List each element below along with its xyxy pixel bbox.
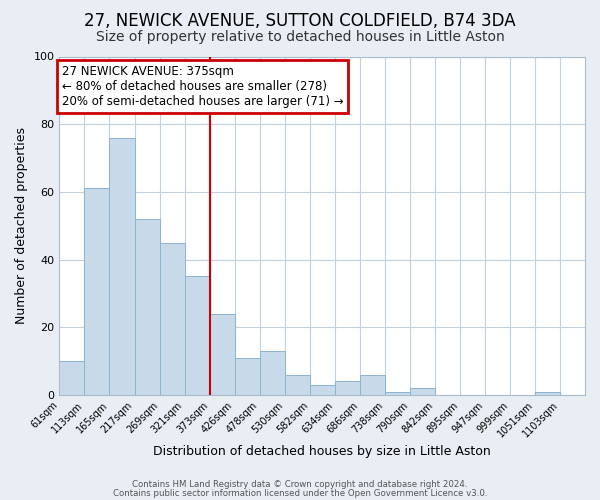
- Text: 27, NEWICK AVENUE, SUTTON COLDFIELD, B74 3DA: 27, NEWICK AVENUE, SUTTON COLDFIELD, B74…: [84, 12, 516, 30]
- Text: Size of property relative to detached houses in Little Aston: Size of property relative to detached ho…: [95, 30, 505, 44]
- Bar: [109, 138, 134, 395]
- Bar: [360, 374, 385, 395]
- Bar: [59, 361, 85, 395]
- Text: 27 NEWICK AVENUE: 375sqm
← 80% of detached houses are smaller (278)
20% of semi-: 27 NEWICK AVENUE: 375sqm ← 80% of detach…: [62, 65, 344, 108]
- Bar: [410, 388, 435, 395]
- Bar: [209, 314, 235, 395]
- Bar: [385, 392, 410, 395]
- X-axis label: Distribution of detached houses by size in Little Aston: Distribution of detached houses by size …: [154, 444, 491, 458]
- Bar: [134, 219, 160, 395]
- Bar: [160, 242, 185, 395]
- Bar: [335, 382, 360, 395]
- Text: Contains public sector information licensed under the Open Government Licence v3: Contains public sector information licen…: [113, 488, 487, 498]
- Y-axis label: Number of detached properties: Number of detached properties: [15, 127, 28, 324]
- Bar: [260, 351, 284, 395]
- Bar: [185, 276, 209, 395]
- Bar: [85, 188, 109, 395]
- Bar: [310, 385, 335, 395]
- Text: Contains HM Land Registry data © Crown copyright and database right 2024.: Contains HM Land Registry data © Crown c…: [132, 480, 468, 489]
- Bar: [235, 358, 260, 395]
- Bar: [535, 392, 560, 395]
- Bar: [284, 374, 310, 395]
